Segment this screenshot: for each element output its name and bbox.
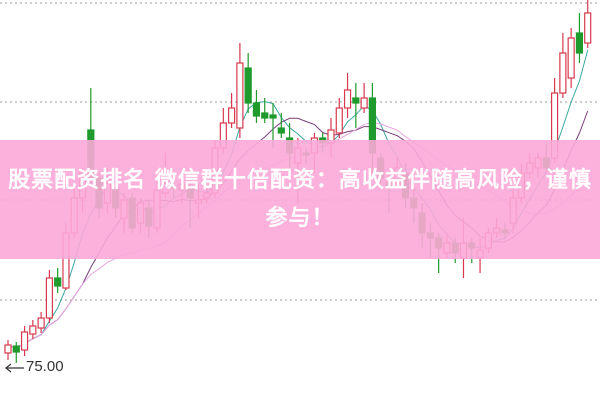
candle-body (360, 97, 368, 109)
candle-body (584, 12, 592, 44)
candle-body (277, 127, 285, 134)
candle-body (343, 89, 352, 109)
price-annotation-label: 75.00 (26, 358, 64, 375)
candle-body (12, 345, 20, 353)
candle-body (559, 52, 567, 94)
candle-body (54, 277, 62, 287)
candle-body (244, 67, 252, 104)
candle-body (29, 325, 37, 335)
candle-body (4, 344, 12, 354)
candle-body (228, 107, 236, 124)
candle-body (261, 112, 269, 119)
candle-body (20, 331, 29, 351)
annotation-arrowhead (5, 363, 12, 373)
candle-body (575, 32, 584, 54)
candle-body (335, 107, 343, 134)
candle-body (352, 97, 360, 104)
candle-body (567, 37, 575, 79)
candle-body (269, 114, 277, 119)
warning-banner: 股票配资排名 微信群十倍配资：高收益伴随高风险，谨慎参与！ (0, 140, 600, 259)
banner-text: 股票配资排名 微信群十倍配资：高收益伴随高风险，谨慎参与！ (8, 167, 592, 231)
candle-body (37, 317, 45, 329)
candle-body (236, 62, 244, 129)
candle-body (45, 277, 54, 319)
candle-body (252, 102, 261, 117)
